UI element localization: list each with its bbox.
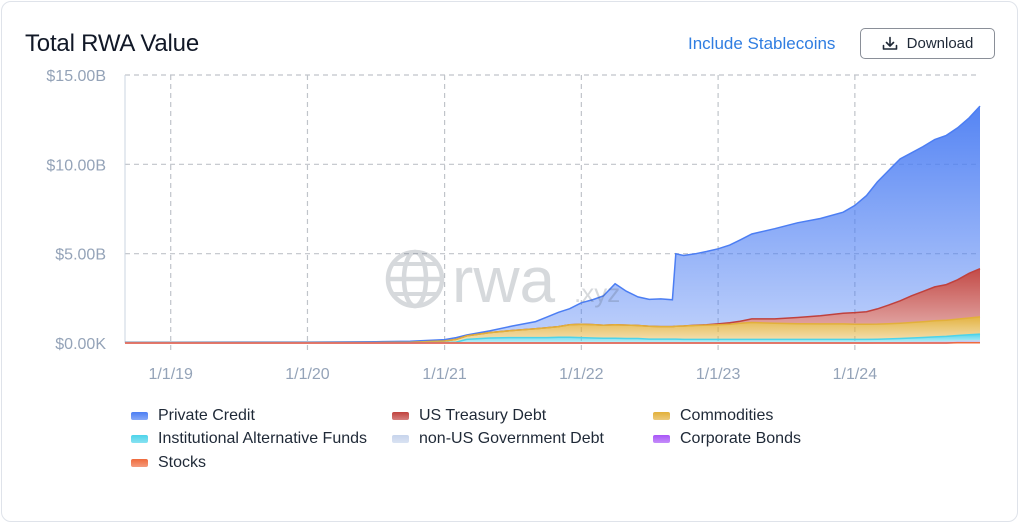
legend-label: Institutional Alternative Funds [158,430,368,448]
legend-label: Private Credit [158,406,255,424]
legend-swatch [392,435,409,444]
line-institutional-alternative-funds [125,333,981,344]
download-button[interactable]: Download [860,28,995,59]
y-tick-label: $5.00B [55,247,106,264]
legend-item-us-treasury-debt[interactable]: US Treasury Debt [392,406,653,426]
watermark-text: rwa [452,244,556,316]
x-tick-label: 1/1/24 [833,366,878,383]
line-private-credit [125,105,981,344]
area-institutional-alternative-funds [125,334,980,343]
legend-label: US Treasury Debt [419,406,547,424]
legend-label: Stocks [158,453,207,471]
download-label: Download [906,35,974,52]
globe-icon [385,249,445,309]
axis-ticks: $0.00K $5.00B $10.00B $15.00B 1/1/19 1/1/20 1/… [46,68,877,383]
x-tick-label: 1/1/21 [422,366,467,383]
chart-legend: Private Credit US Treasury Debt Commoditie… [131,406,953,473]
legend-swatch [131,435,148,444]
legend-swatch [653,435,670,444]
chart-title: Total RWA Value [25,30,199,57]
legend-item-stocks[interactable]: Stocks [131,453,392,473]
legend-item-institutional-alternative-funds[interactable]: Institutional Alternative Funds [131,430,392,450]
y-tick-label: $0.00K [55,336,106,353]
x-tick-label: 1/1/20 [285,366,330,383]
area-series-layer [125,105,981,344]
legend-swatch [392,411,409,420]
include-stablecoins-link[interactable]: Include Stablecoins [688,34,836,53]
watermark: rwa .xyz [385,244,620,316]
legend-swatch [131,458,148,467]
legend-item-private-credit[interactable]: Private Credit [131,406,392,426]
legend-label: Corporate Bonds [680,430,801,448]
legend-item-corporate-bonds[interactable]: Corporate Bonds [653,430,953,450]
y-tick-label: $10.00B [46,157,106,174]
legend-label: Commodities [680,406,774,424]
legend-swatch [131,411,148,420]
legend-item-commodities[interactable]: Commodities [653,406,953,426]
area-private-credit [125,106,980,343]
legend-swatch [653,411,670,420]
x-tick-label: 1/1/19 [148,366,193,383]
legend-item-non-us-government-debt[interactable]: non-US Government Debt [392,430,653,450]
download-icon [882,36,897,50]
x-tick-label: 1/1/22 [559,366,604,383]
y-tick-label: $15.00B [46,68,106,85]
watermark-suffix: .xyz [574,278,620,308]
line-commodities [125,316,981,344]
legend-label: non-US Government Debt [419,430,604,448]
rwa-area-chart: rwa .xyz $0.00K $5.00B $10.00B $15.00B 1/1/1… [46,68,981,383]
x-tick-label: 1/1/23 [696,366,741,383]
